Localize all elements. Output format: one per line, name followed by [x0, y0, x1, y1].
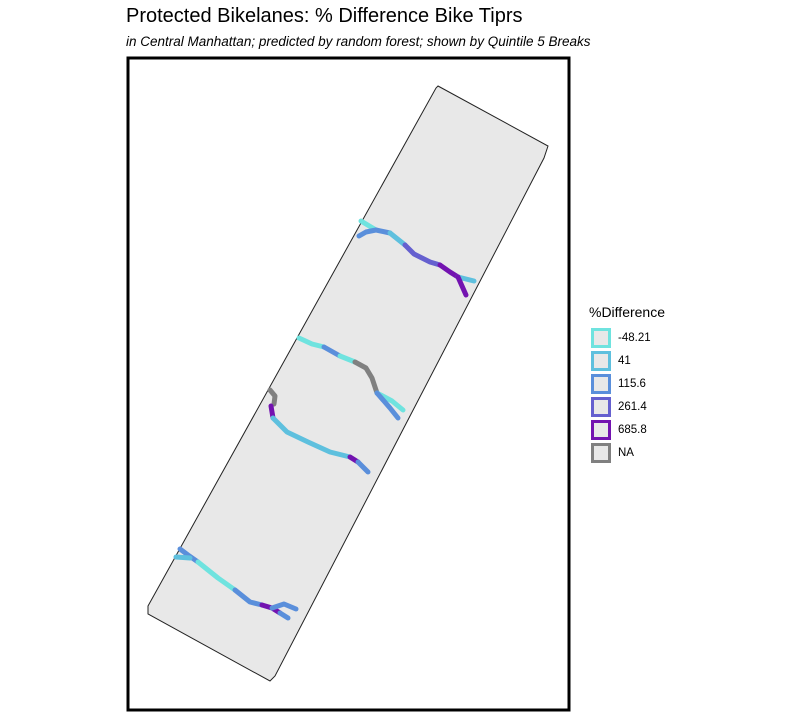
bikelane-segment [321, 344, 343, 359]
legend-label: 115.6 [618, 377, 646, 390]
bikelane-segment [455, 274, 469, 298]
bikelane-layer [173, 218, 477, 621]
bikelane-segment [387, 230, 408, 248]
legend-title: %Difference [589, 304, 666, 320]
legend-swatch [591, 442, 611, 463]
bikelane-segment [267, 387, 278, 407]
map-subtitle: in Central Manhattan; predicted by rando… [126, 34, 591, 49]
legend-item: 685.8 [591, 418, 665, 441]
map-frame [126, 56, 571, 712]
legend-item: 261.4 [591, 395, 665, 418]
bikelane-segment [356, 227, 393, 239]
bikelane-segment [337, 353, 358, 365]
legend-item: 41 [591, 349, 665, 372]
legend-item: 115.6 [591, 372, 665, 395]
bikelane-segment [277, 610, 291, 621]
bikelane-segment [195, 559, 238, 593]
bikelane-segment [232, 587, 265, 608]
bikelane-segment [270, 415, 353, 460]
legend-swatch [591, 419, 611, 440]
legend-label: 685.8 [618, 423, 647, 436]
legend-item: -48.21 [591, 326, 665, 349]
legend: %Difference -48.21 41 115.6 261.4 685.8 … [589, 304, 666, 464]
bikelane-segment [402, 242, 443, 268]
bikelane-segment [437, 262, 461, 280]
bikelane-segment [352, 359, 380, 396]
manhattan-area [147, 85, 549, 682]
legend-label: 41 [618, 354, 631, 367]
legend-label: 261.4 [618, 400, 647, 413]
legend-swatch [591, 396, 611, 417]
bikelane-segment [173, 554, 193, 561]
bikelane-segment [355, 459, 371, 475]
map-title: Protected Bikelanes: % Difference Bike T… [126, 5, 523, 27]
legend-label: -48.21 [618, 331, 651, 344]
bikelane-segment [296, 335, 327, 350]
bikelane-segment [177, 546, 201, 565]
bikelane-segment [374, 390, 401, 421]
bikelane-segment [269, 601, 299, 612]
legend-label: NA [618, 446, 634, 459]
legend-item: NA [591, 441, 665, 464]
legend-swatch [591, 327, 611, 348]
legend-swatch [591, 350, 611, 371]
legend-swatch [591, 373, 611, 394]
